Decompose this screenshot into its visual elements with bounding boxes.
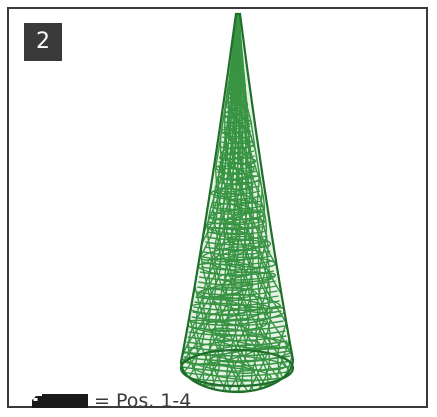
mesh-loop: [207, 258, 258, 274]
mesh-loop: [181, 352, 256, 374]
mesh-loop: [232, 99, 249, 107]
mesh-ring: [181, 370, 293, 377]
mesh-loop: [198, 287, 258, 300]
mesh-strand: [187, 14, 237, 392]
mesh-strand: [230, 14, 253, 392]
mesh-loop: [227, 161, 255, 172]
mesh-loop: [216, 239, 263, 251]
mesh-loop: [197, 282, 254, 298]
mesh-ring: [199, 270, 275, 276]
mesh-loop: [227, 93, 242, 101]
mesh-loop: [186, 344, 260, 365]
mesh-loop: [210, 188, 245, 198]
mesh-loop: [219, 151, 245, 161]
mesh-loop: [205, 222, 249, 235]
mesh-loop: [200, 318, 268, 332]
mesh-loop: [213, 203, 252, 214]
mesh-loop: [222, 293, 282, 310]
mesh-ring: [208, 220, 266, 226]
mesh-loop: [191, 363, 272, 382]
mesh-loop: [210, 226, 254, 241]
legend-text: = Pos. 1-4: [94, 390, 192, 412]
mesh-loop: [225, 256, 276, 268]
mesh-loop: [233, 82, 246, 90]
mesh-loop: [208, 355, 286, 371]
mesh-loop: [203, 306, 268, 323]
mesh-loop: [224, 211, 264, 224]
mesh-loop: [229, 156, 257, 166]
mesh-loop: [226, 124, 247, 133]
legend: = Pos. 1-4: [30, 388, 191, 414]
mesh-loop: [212, 296, 273, 314]
mesh-loop: [220, 146, 246, 156]
mesh-loop: [226, 235, 272, 248]
mesh-loop: [200, 246, 248, 261]
mesh-loop: [221, 181, 254, 193]
mesh-loop: [232, 56, 242, 64]
mesh-loop: [228, 72, 241, 80]
mesh-strand: [238, 14, 291, 392]
mesh-loop: [218, 271, 273, 283]
truck-icon: [32, 394, 88, 408]
mesh-loop: [221, 192, 257, 204]
mesh-loop: [210, 327, 280, 348]
mesh-ring: [211, 205, 263, 210]
mesh-loop: [228, 199, 265, 211]
mesh-loop: [232, 119, 252, 127]
figure-number-badge: 2: [24, 23, 62, 61]
mesh-loop: [229, 175, 261, 186]
